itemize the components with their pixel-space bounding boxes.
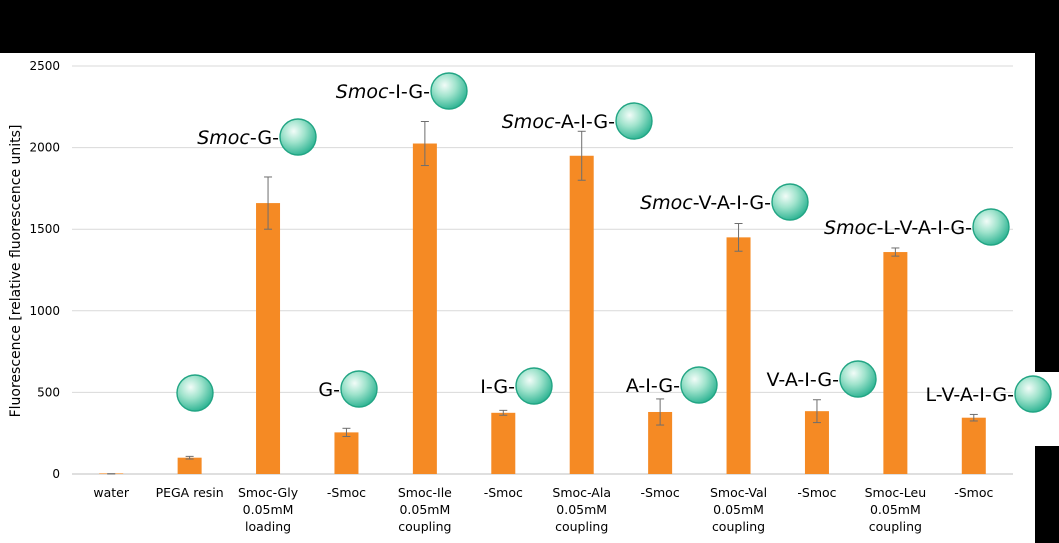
- peptide-label: G-: [318, 379, 340, 401]
- x-tick-label: 0.05mM: [713, 502, 764, 517]
- x-tick-label: -Smoc: [954, 485, 993, 500]
- x-tick-label: loading: [245, 519, 291, 534]
- error-bar: [185, 455, 194, 460]
- peptide-label: I-G-: [480, 376, 515, 398]
- error-bar: [420, 120, 429, 167]
- peptide-label: Smoc-I-G-: [336, 81, 430, 103]
- resin-bead: [680, 366, 718, 404]
- error-bars: [107, 120, 978, 475]
- error-bar: [969, 413, 978, 422]
- resin-bead: [615, 102, 653, 140]
- bar: [334, 432, 359, 474]
- error-bar: [734, 222, 743, 252]
- peptide-label: L-V-A-I-G-: [926, 384, 1015, 406]
- x-tick-labels: water PEGA resin Smoc-Gly 0.05mM loading -Smo…: [93, 485, 993, 534]
- resin-bead: [515, 367, 553, 405]
- bar: [726, 237, 751, 474]
- resin-bead: [340, 370, 378, 408]
- plot-panel: [0, 53, 1035, 543]
- resin-bead: [771, 183, 809, 221]
- y-tick-label: 2000: [29, 141, 60, 155]
- x-tick-label: 0.05mM: [243, 502, 294, 517]
- resin-bead: [279, 118, 317, 156]
- x-tick-label: -Smoc: [327, 485, 366, 500]
- y-axis-title: Fluorescence [relative fluorescence unit…: [8, 125, 24, 418]
- x-tick-label: Smoc-Ala: [552, 485, 611, 500]
- resin-bead: [430, 72, 468, 110]
- bar: [412, 143, 437, 474]
- x-tick-label: coupling: [398, 519, 451, 534]
- x-tick-label: -Smoc: [797, 485, 836, 500]
- bar: [491, 412, 516, 474]
- peptide-label: Smoc-A-I-G-: [502, 111, 615, 133]
- error-bar: [577, 130, 586, 181]
- x-tick-label: coupling: [869, 519, 922, 534]
- resin-bead: [176, 374, 214, 412]
- resin-bead: [972, 208, 1010, 246]
- error-bar: [499, 409, 508, 416]
- y-tick-label: 2500: [29, 59, 60, 73]
- x-tick-label: water: [93, 485, 129, 500]
- x-tick-label: PEGA resin: [156, 485, 224, 500]
- error-bar: [656, 398, 665, 426]
- bar: [256, 203, 281, 474]
- peptide-label: Smoc-L-V-A-I-G-: [824, 217, 972, 239]
- y-tick-labels: 0 500 1000 1500 2000 2500: [29, 59, 60, 481]
- x-tick-label: coupling: [555, 519, 608, 534]
- error-bar: [812, 399, 821, 424]
- x-tick-label: Smoc-Gly: [238, 485, 299, 500]
- peptide-label: Smoc-G-: [197, 127, 279, 149]
- x-tick-label: Smoc-Leu: [865, 485, 927, 500]
- y-tick-label: 1000: [29, 304, 60, 318]
- x-tick-label: -Smoc: [641, 485, 680, 500]
- error-bar: [342, 427, 351, 437]
- resin-bead: [839, 360, 877, 398]
- peptide-annotations: Smoc-G- G- Smoc-I-G- I-G- Smoc-A-I-G- A-I-G- S…: [176, 72, 1052, 413]
- bar: [883, 252, 908, 474]
- grid-lines: [72, 65, 1013, 475]
- x-tick-label: 0.05mM: [870, 502, 921, 517]
- peptide-label: A-I-G-: [626, 375, 680, 397]
- x-tick-label: -Smoc: [484, 485, 523, 500]
- x-tick-label: Smoc-Ile: [398, 485, 452, 500]
- peptide-label: Smoc-V-A-I-G-: [640, 192, 771, 214]
- resin-bead: [1014, 375, 1052, 413]
- peptide-label: V-A-I-G-: [767, 369, 840, 391]
- error-bar: [891, 247, 900, 257]
- x-tick-label: 0.05mM: [399, 502, 450, 517]
- y-tick-label: 0: [52, 467, 60, 481]
- bar: [569, 155, 594, 474]
- x-tick-label: Smoc-Val: [710, 485, 767, 500]
- bars: [99, 143, 986, 474]
- x-tick-label: 0.05mM: [556, 502, 607, 517]
- bar: [961, 417, 986, 474]
- y-tick-label: 1500: [29, 222, 60, 236]
- x-tick-label: coupling: [712, 519, 765, 534]
- y-tick-label: 500: [37, 385, 60, 399]
- error-bar: [264, 176, 273, 230]
- bar: [177, 457, 202, 474]
